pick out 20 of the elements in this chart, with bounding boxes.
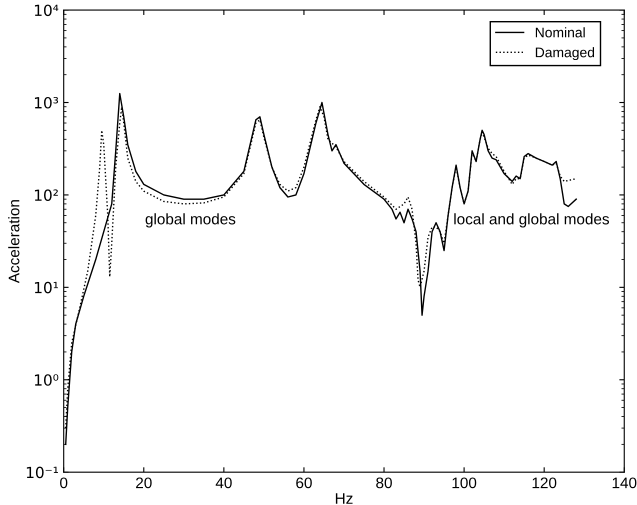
x-tick-label: 120 (532, 477, 556, 488)
y-tick-label: 10⁰ (34, 374, 58, 386)
y-tick-label: 10⁴ (34, 4, 58, 16)
y-tick-label: 10³ (34, 96, 58, 109)
y-tick-label: 10² (34, 189, 58, 201)
y-axis-title: Acceleration (8, 200, 20, 284)
x-tick-label: 20 (136, 477, 152, 488)
x-tick-label: 140 (612, 477, 636, 488)
x-tick-label: 40 (216, 477, 232, 488)
legend-label: Damaged (536, 47, 594, 60)
annotation: local and global modes (454, 213, 610, 228)
x-tick-label: 80 (376, 477, 392, 488)
annotation: global modes (146, 213, 236, 228)
x-axis-title: Hz (336, 493, 353, 504)
x-tick-label: 60 (296, 477, 312, 488)
x-tick-label: 0 (60, 477, 68, 488)
x-tick-label: 100 (452, 477, 476, 488)
y-tick-label: 10⁻¹ (26, 466, 58, 478)
y-tick-label: 10¹ (34, 282, 58, 294)
legend-label: Nominal (536, 27, 585, 38)
